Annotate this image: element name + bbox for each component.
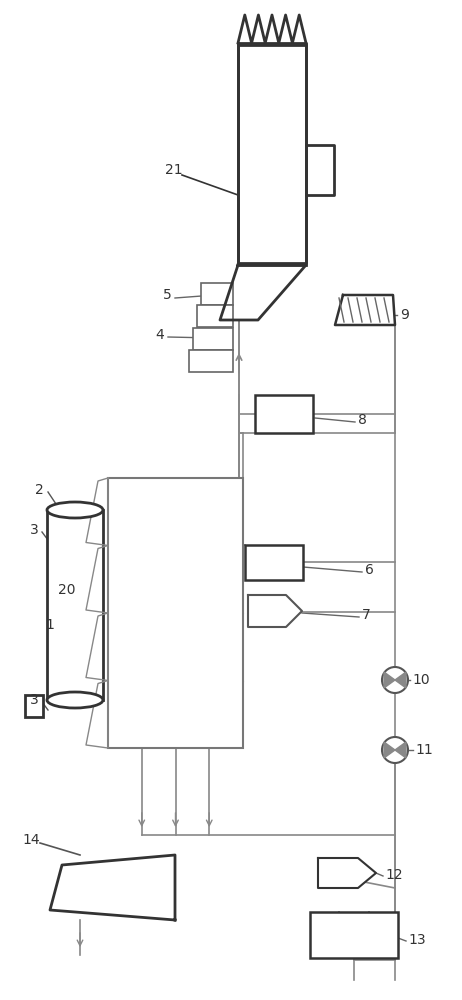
Polygon shape — [335, 295, 395, 325]
Bar — [310, 912, 398, 958]
Text: 11: 11 — [415, 743, 433, 757]
Polygon shape — [384, 672, 395, 688]
Text: 12: 12 — [385, 868, 402, 882]
Text: 10: 10 — [412, 673, 430, 687]
Text: 13: 13 — [408, 933, 426, 947]
Text: 5: 5 — [163, 288, 172, 302]
Polygon shape — [395, 742, 406, 758]
Polygon shape — [50, 855, 175, 920]
Bar — [238, 45, 306, 265]
Text: 7: 7 — [362, 608, 371, 622]
Bar — [197, 305, 233, 327]
Bar — [47, 510, 103, 700]
Bar — [255, 395, 313, 433]
Text: 3: 3 — [30, 693, 39, 707]
Ellipse shape — [47, 502, 103, 518]
Circle shape — [382, 737, 408, 763]
Text: 8: 8 — [358, 413, 367, 427]
Bar — [193, 328, 233, 350]
Bar — [189, 350, 233, 372]
Text: 20: 20 — [58, 583, 75, 597]
Polygon shape — [395, 672, 406, 688]
Bar — [108, 478, 243, 748]
Circle shape — [382, 667, 408, 693]
Polygon shape — [318, 858, 376, 888]
Bar — [245, 545, 303, 580]
Text: 9: 9 — [400, 308, 409, 322]
Polygon shape — [248, 595, 302, 627]
Text: 3: 3 — [30, 523, 39, 537]
Polygon shape — [384, 742, 395, 758]
Text: 6: 6 — [365, 563, 374, 577]
Text: 4: 4 — [155, 328, 164, 342]
Text: 14: 14 — [22, 833, 40, 847]
Bar — [25, 695, 43, 717]
Bar — [201, 283, 233, 305]
Ellipse shape — [47, 692, 103, 708]
Text: 21: 21 — [165, 163, 182, 177]
Text: 1: 1 — [45, 618, 54, 632]
Text: 2: 2 — [35, 483, 44, 497]
